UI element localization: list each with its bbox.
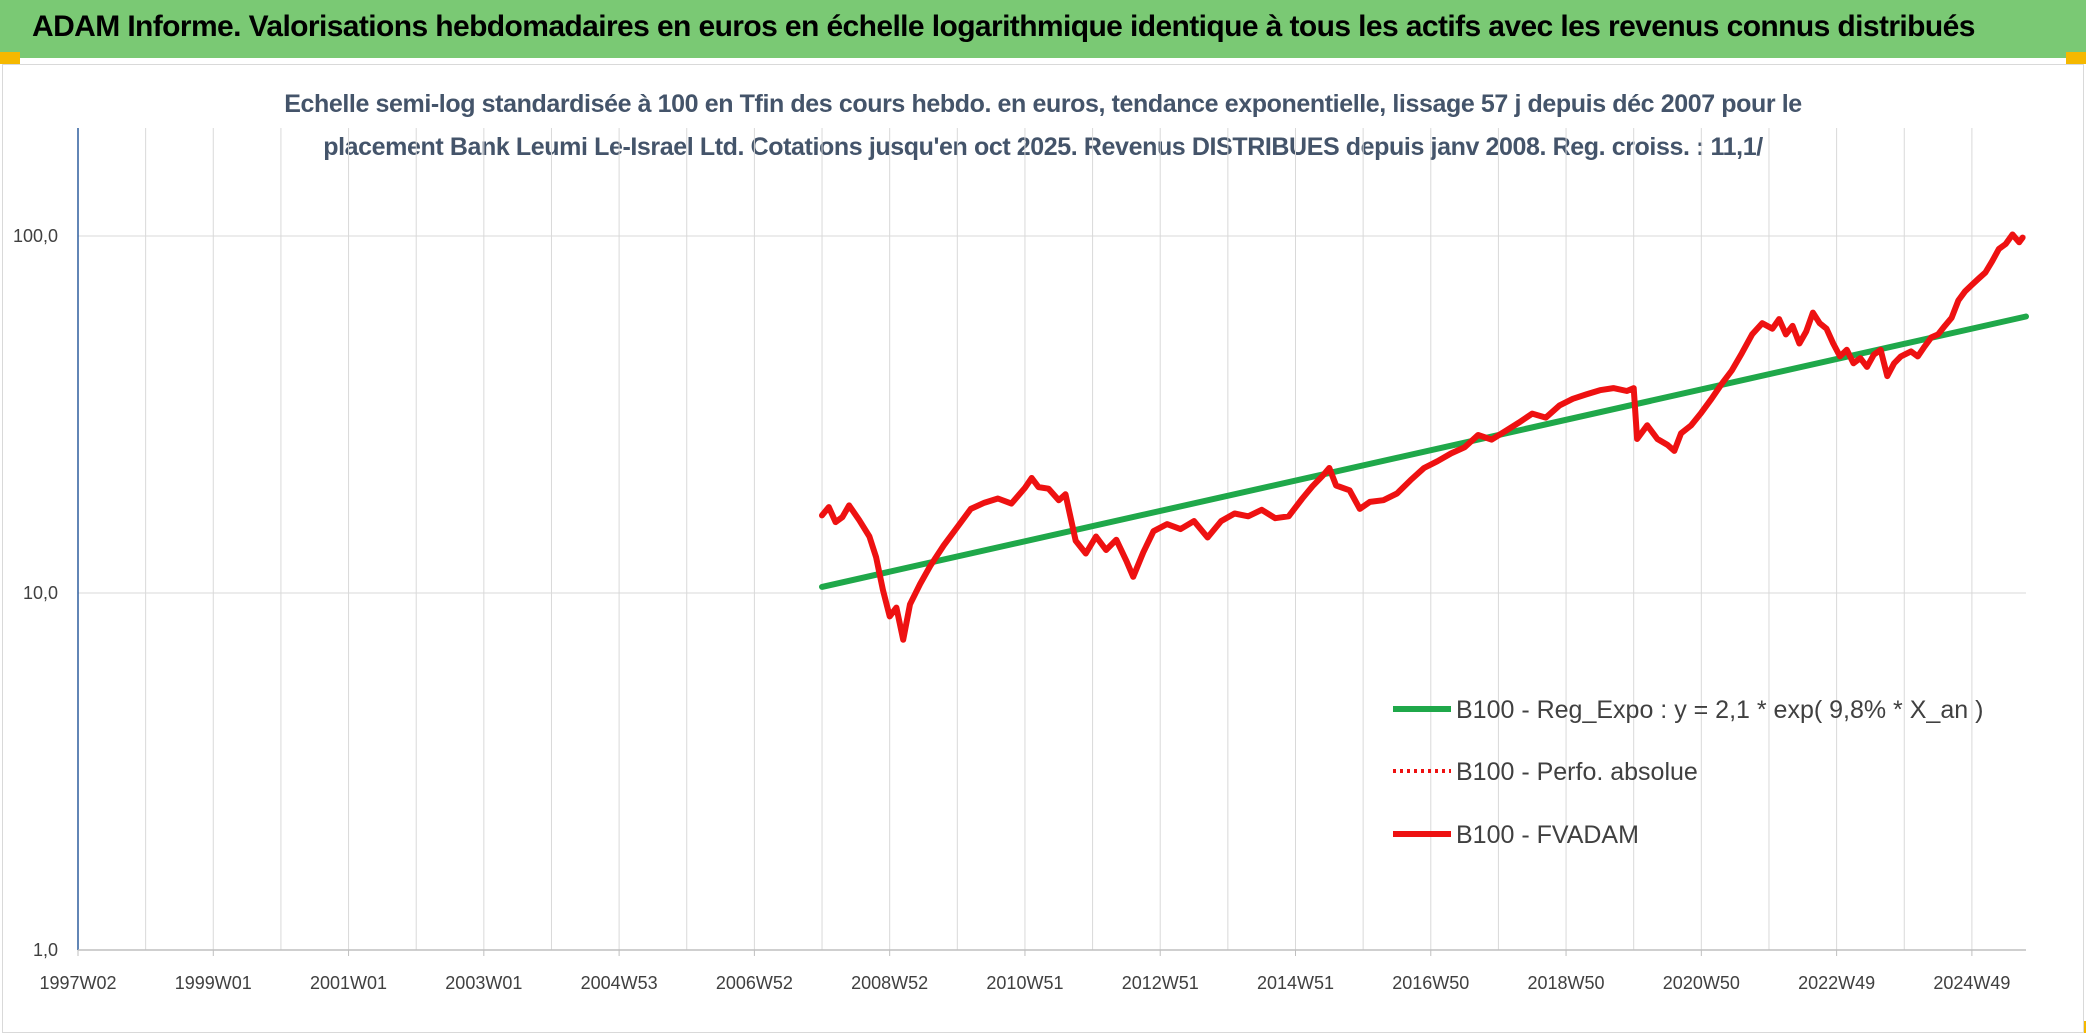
x-tick-label: 2014W51 [1257, 973, 1334, 993]
x-tick-label: 2022W49 [1798, 973, 1875, 993]
x-tick-label: 2003W01 [445, 973, 522, 993]
x-tick-label: 2008W52 [851, 973, 928, 993]
tick-labels: 100,0 10,0 1,0 1997W02 1999W01 2001W01 2003W01… [13, 226, 2010, 993]
legend-label: B100 - Reg_Expo : y = 2,1 * exp( 9,8% * … [1456, 696, 1983, 724]
x-tick-label: 2018W50 [1528, 973, 1605, 993]
legend-label: B100 - FVADAM [1456, 821, 1639, 849]
x-tick-label: 1997W02 [39, 973, 116, 993]
regression-line [819, 313, 2029, 590]
x-tick-label: 2020W50 [1663, 973, 1740, 993]
x-tick-label: 2006W52 [716, 973, 793, 993]
corner-accent-top-left [0, 52, 20, 64]
corner-accent-top-right [2066, 52, 2086, 64]
x-tick-label: 2024W49 [1933, 973, 2010, 993]
x-tick-label: 2004W53 [581, 973, 658, 993]
grid-lines [78, 128, 2026, 951]
legend: B100 - Reg_Expo : y = 2,1 * exp( 9,8% * … [1393, 696, 1983, 849]
series-lines [819, 231, 2029, 643]
legend-label: B100 - Perfo. absolue [1456, 758, 1698, 786]
report-title: ADAM Informe. Valorisations hebdomadaire… [32, 10, 1975, 43]
y-tick-label: 1,0 [33, 940, 58, 960]
fvadam-line [819, 231, 2026, 643]
x-tick-label: 2012W51 [1122, 973, 1199, 993]
x-tick-label: 1999W01 [175, 973, 252, 993]
chart-title-line-2: placement Bank Leumi Le-Israel Ltd. Cota… [323, 133, 1763, 161]
chart-title-line-1: Echelle semi-log standardisée à 100 en T… [284, 90, 1802, 118]
header-bar: ADAM Informe. Valorisations hebdomadaire… [0, 0, 2086, 58]
x-tick-label: 2010W51 [986, 973, 1063, 993]
axes [77, 128, 2026, 951]
x-tick-label: 2016W50 [1392, 973, 1469, 993]
x-tick-label: 2001W01 [310, 973, 387, 993]
y-tick-label: 100,0 [13, 226, 58, 246]
y-tick-label: 10,0 [23, 583, 58, 603]
